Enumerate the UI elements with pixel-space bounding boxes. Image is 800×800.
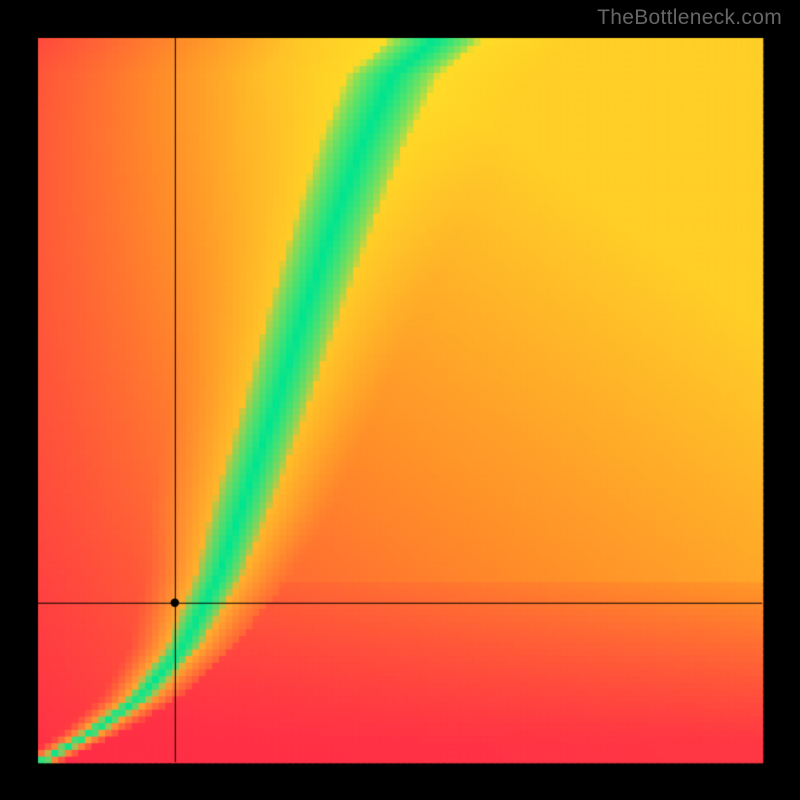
chart-frame: TheBottleneck.com (0, 0, 800, 800)
watermark-label: TheBottleneck.com (597, 6, 782, 30)
heatmap-canvas (0, 0, 800, 800)
